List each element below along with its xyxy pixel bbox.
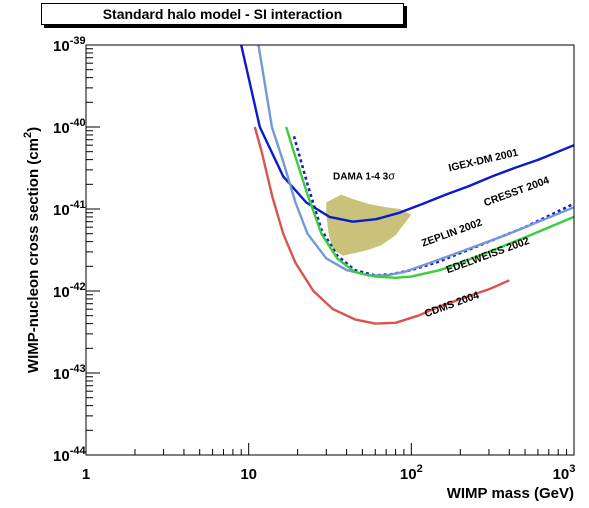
y-tick-label: 10-43 [53,363,86,383]
x-tick-label: 102 [400,463,423,483]
x-tick-label: 1 [82,466,90,483]
y-tick-label: 10-42 [53,281,86,301]
y-tick-label: 10-44 [53,445,86,465]
x-tick-label: 10 [240,466,257,483]
series-line-edelweiss-2002 [285,126,575,279]
chart-axes: 1 10 102 103 10-44 10-43 10-42 10-41 10-40 10-39 [53,35,575,483]
curve-label-zeplin-2002: ZEPLIN 2002 [420,217,484,250]
plot-frame [85,44,575,456]
curve-label-cresst-2004: CRESST 2004 [482,174,551,209]
region-label-dama: DAMA 1-4 3σ [333,170,395,182]
y-axis-label: WIMP-nucleon cross section (cm2) [22,127,42,373]
x-tick-label: 103 [553,463,576,483]
y-tick-label: 10-41 [53,199,86,219]
y-axis-label-exponent: 2 [22,132,34,138]
series-line-cdms-2004 [253,126,510,325]
x-axis-label: WIMP mass (GeV) [447,485,574,502]
curve-label-cdms-2004: CDMS 2004 [423,289,481,320]
y-tick-label: 10-40 [53,117,86,137]
y-tick-label: 10-39 [53,35,86,55]
chart-title: Standard halo model - SI interaction [41,3,404,25]
y-axis-label-close: ) [25,127,42,132]
y-axis-label-main: WIMP-nucleon cross section (cm [25,138,42,373]
region-dama-1-4-3 [326,194,412,256]
